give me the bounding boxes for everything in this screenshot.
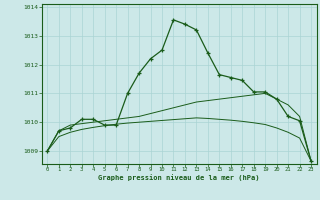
X-axis label: Graphe pression niveau de la mer (hPa): Graphe pression niveau de la mer (hPa): [99, 174, 260, 181]
